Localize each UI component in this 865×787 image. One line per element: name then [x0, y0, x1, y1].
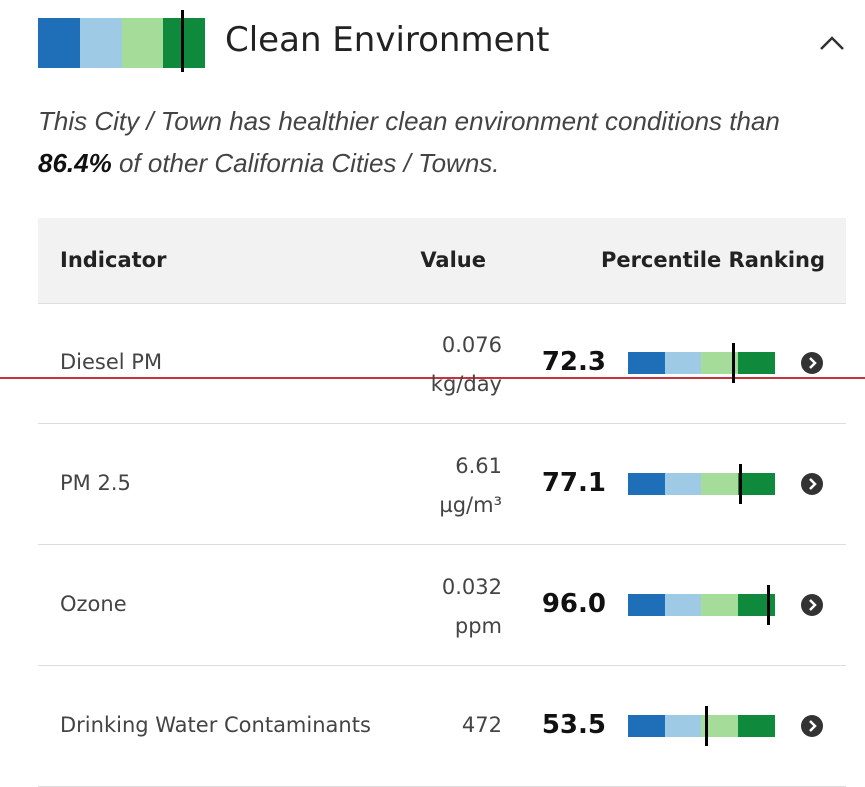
details-button[interactable] — [801, 352, 823, 374]
indicator-value: 0.076 — [441, 333, 502, 357]
icon-segment — [163, 18, 205, 68]
column-header: Indicator — [60, 248, 167, 272]
percentile-bar-segment — [737, 473, 775, 495]
column-header: Value — [420, 248, 486, 272]
percentile-bar-segment — [628, 715, 665, 737]
percentile-bar-segment — [664, 473, 702, 495]
column-header: Percentile Ranking — [600, 248, 825, 272]
table-row — [38, 424, 846, 545]
indicator-value: 6.61 — [455, 454, 502, 478]
icon-segment — [122, 18, 163, 68]
indicator-name: Diesel PM — [60, 350, 163, 374]
summary-highlight: 86.4% — [38, 148, 112, 178]
indicator-value: 0.032 — [441, 575, 502, 599]
percentile-bar-segment — [664, 594, 702, 616]
details-button[interactable] — [801, 473, 823, 495]
icon-segment — [80, 18, 122, 68]
percentile-marker — [180, 10, 184, 72]
percentile-value: 77.1 — [541, 468, 606, 498]
percentile-bar-segment — [628, 473, 665, 495]
indicator-name: Ozone — [60, 592, 127, 616]
percentile-marker — [766, 585, 770, 625]
indicator-unit: ppm — [454, 614, 502, 638]
indicator-name: Drinking Water Contaminants — [60, 713, 371, 737]
header-icon — [38, 10, 205, 72]
page: Clean Environment This City / Town has h… — [0, 10, 865, 787]
table-row — [38, 545, 846, 666]
table-row — [38, 303, 846, 424]
summary: This City / Town has healthier clean env… — [38, 100, 838, 184]
percentile-bar-segment — [664, 352, 702, 374]
percentile-bar-segment — [628, 352, 665, 374]
section-title: Clean Environment — [225, 20, 550, 60]
percentile-bar-segment — [701, 473, 738, 495]
indicator-unit: kg/day — [430, 372, 502, 396]
percentile-bar-segment — [737, 594, 775, 616]
indicator-unit: µg/m³ — [439, 493, 502, 517]
table-header — [38, 218, 846, 304]
percentile-bar-segment — [701, 594, 738, 616]
percentile-value: 96.0 — [541, 589, 606, 619]
icon-segment — [38, 18, 80, 68]
percentile-bar-segment — [664, 715, 702, 737]
percentile-bar-segment — [737, 715, 775, 737]
indicator-name: PM 2.5 — [60, 471, 131, 495]
percentile-value: 72.3 — [541, 347, 606, 377]
percentile-bar-segment — [701, 352, 738, 374]
details-button[interactable] — [801, 594, 823, 616]
percentile-bar-segment — [628, 594, 665, 616]
summary-text: This City / Town has healthier clean env… — [38, 106, 780, 136]
overlay-line — [0, 377, 865, 379]
percentile-bar-segment — [737, 352, 775, 374]
indicator-value: 472 — [461, 713, 502, 737]
summary-text: of other California Cities / Towns. — [111, 148, 500, 178]
collapse-caret[interactable] — [818, 34, 846, 52]
details-button[interactable] — [801, 715, 823, 737]
percentile-value: 53.5 — [541, 710, 606, 740]
percentile-marker — [732, 343, 736, 383]
percentile-marker — [739, 464, 743, 504]
percentile-marker — [704, 706, 708, 746]
